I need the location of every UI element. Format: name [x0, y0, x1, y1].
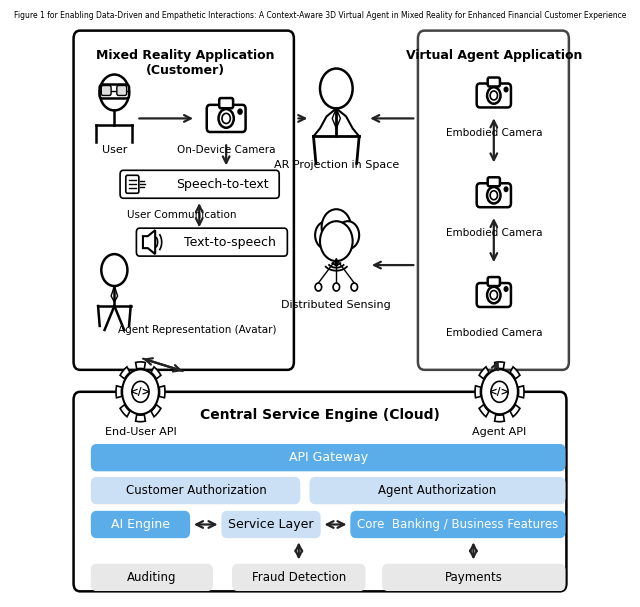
Polygon shape [479, 405, 489, 417]
Circle shape [320, 221, 353, 261]
Circle shape [315, 283, 322, 291]
FancyBboxPatch shape [74, 392, 566, 591]
FancyBboxPatch shape [74, 30, 294, 370]
Text: User Communication: User Communication [127, 210, 236, 220]
Circle shape [238, 109, 242, 114]
FancyBboxPatch shape [92, 512, 189, 537]
Text: Agent Authorization: Agent Authorization [378, 484, 497, 497]
Text: Embodied Camera: Embodied Camera [445, 328, 542, 338]
Polygon shape [475, 386, 481, 398]
Text: AR Projection in Space: AR Projection in Space [274, 160, 399, 171]
Text: Agent Representation (Avatar): Agent Representation (Avatar) [118, 325, 277, 335]
FancyBboxPatch shape [92, 445, 564, 470]
Circle shape [315, 221, 338, 249]
Text: Text-to-speech: Text-to-speech [184, 236, 276, 249]
Text: On-Device Camera: On-Device Camera [177, 145, 275, 155]
Text: Agent API: Agent API [472, 427, 527, 436]
Text: Central Service Engine (Cloud): Central Service Engine (Cloud) [200, 408, 440, 422]
Text: End-User API: End-User API [104, 427, 177, 436]
Polygon shape [136, 415, 145, 422]
FancyBboxPatch shape [207, 105, 246, 132]
FancyBboxPatch shape [126, 175, 139, 193]
Text: Distributed Sensing: Distributed Sensing [282, 300, 391, 310]
FancyBboxPatch shape [477, 84, 511, 107]
FancyBboxPatch shape [488, 78, 500, 87]
FancyBboxPatch shape [351, 512, 564, 537]
FancyBboxPatch shape [477, 283, 511, 307]
Polygon shape [518, 386, 524, 398]
Text: Fraud Detection: Fraud Detection [252, 571, 346, 584]
FancyBboxPatch shape [92, 478, 300, 504]
Circle shape [351, 283, 358, 291]
Circle shape [504, 87, 508, 92]
Circle shape [504, 287, 508, 291]
Text: Embodied Camera: Embodied Camera [445, 228, 542, 238]
Circle shape [122, 369, 159, 414]
FancyBboxPatch shape [310, 478, 564, 504]
Circle shape [504, 187, 508, 191]
Text: Figure 1 for Enabling Data-Driven and Empathetic Interactions: A Context-Aware 3: Figure 1 for Enabling Data-Driven and Em… [14, 11, 626, 19]
FancyBboxPatch shape [418, 30, 569, 370]
Circle shape [334, 262, 339, 266]
FancyBboxPatch shape [117, 86, 127, 95]
Polygon shape [479, 367, 489, 379]
Text: Service Layer: Service Layer [228, 518, 314, 531]
FancyBboxPatch shape [101, 86, 111, 95]
Text: Core  Banking / Business Features: Core Banking / Business Features [357, 518, 559, 531]
Polygon shape [116, 386, 122, 398]
Text: Speech-to-text: Speech-to-text [176, 178, 268, 191]
Polygon shape [510, 367, 520, 379]
FancyBboxPatch shape [477, 183, 511, 207]
FancyBboxPatch shape [233, 565, 365, 591]
FancyBboxPatch shape [100, 84, 129, 98]
Text: Auditing: Auditing [127, 571, 177, 584]
Polygon shape [151, 367, 161, 379]
FancyBboxPatch shape [92, 565, 212, 591]
Polygon shape [510, 405, 520, 417]
Text: </>: </> [489, 387, 510, 397]
Circle shape [322, 209, 351, 245]
Text: Payments: Payments [444, 571, 502, 584]
Polygon shape [159, 386, 165, 398]
FancyBboxPatch shape [488, 177, 500, 186]
Circle shape [336, 221, 359, 249]
Circle shape [333, 283, 340, 291]
Circle shape [491, 381, 508, 402]
FancyBboxPatch shape [488, 277, 500, 286]
FancyBboxPatch shape [120, 171, 279, 198]
Text: </>: </> [130, 387, 151, 397]
Circle shape [132, 381, 149, 402]
Polygon shape [120, 367, 130, 379]
Text: Customer Authorization: Customer Authorization [125, 484, 266, 497]
Polygon shape [495, 415, 504, 422]
Text: Mixed Reality Application
(Customer): Mixed Reality Application (Customer) [96, 49, 275, 76]
FancyBboxPatch shape [220, 98, 233, 108]
FancyBboxPatch shape [383, 565, 564, 591]
FancyBboxPatch shape [136, 228, 287, 256]
Circle shape [481, 369, 518, 414]
Polygon shape [495, 362, 504, 369]
Text: Virtual Agent Application: Virtual Agent Application [406, 49, 582, 61]
Polygon shape [136, 362, 145, 369]
Text: API Gateway: API Gateway [289, 451, 368, 464]
Polygon shape [120, 405, 130, 417]
FancyBboxPatch shape [222, 512, 320, 537]
Text: User: User [102, 145, 127, 155]
Polygon shape [151, 405, 161, 417]
Text: Embodied Camera: Embodied Camera [445, 129, 542, 138]
Text: AI Engine: AI Engine [111, 518, 170, 531]
